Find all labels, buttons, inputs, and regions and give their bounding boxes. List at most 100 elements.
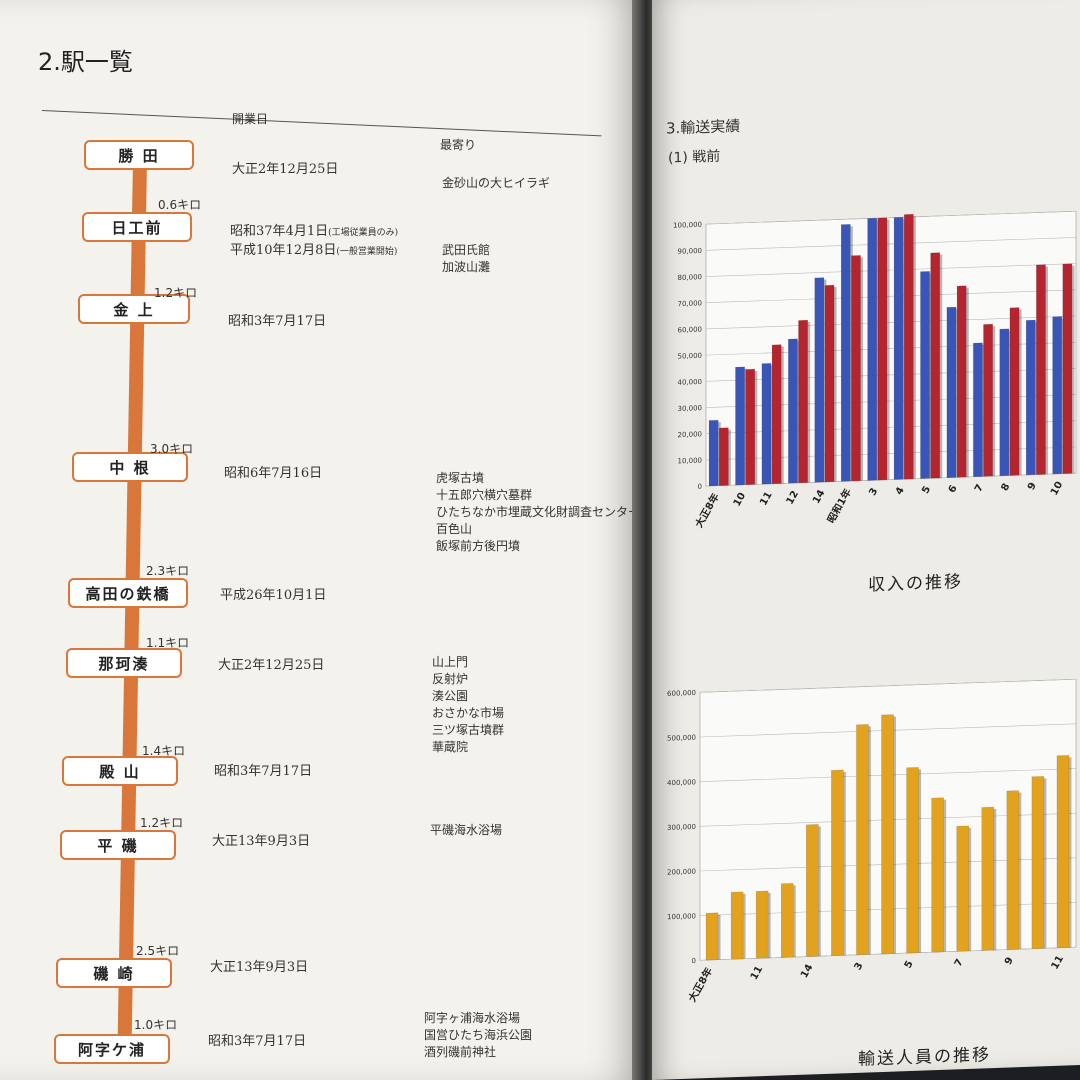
bar: [1036, 264, 1046, 475]
bar: [824, 284, 835, 483]
x-tick-label: 大正8年: [692, 491, 722, 530]
station-nearby-list: 山上門 反射炉 湊公園 おさかな市場 三ツ塚古墳群 華蔵院: [432, 654, 504, 756]
station-open-date: 大正2年12月25日: [218, 654, 324, 673]
bar: [806, 824, 819, 957]
bar-shadow: [834, 287, 837, 482]
bar: [840, 224, 851, 482]
bar-shadow: [1043, 778, 1047, 949]
y-tick-label: 600,000: [667, 689, 696, 698]
x-tick-label: 5: [903, 959, 916, 970]
bar: [930, 252, 941, 479]
station-open-date: 大正13年9月3日: [210, 956, 308, 975]
y-tick-label: 100,000: [673, 221, 702, 230]
bar-shadow: [993, 809, 997, 951]
bar-shadow: [818, 826, 821, 957]
bar: [956, 825, 969, 952]
nearby-item: 酒列磯前神社: [424, 1045, 497, 1059]
nearby-item: 虎塚古墳: [436, 471, 485, 485]
open-date-text: 大正2年12月25日: [232, 162, 339, 177]
y-tick-label: 70,000: [678, 299, 702, 308]
bar: [856, 724, 869, 956]
bar: [920, 271, 930, 479]
bar: [705, 912, 719, 961]
y-tick-label: 200,000: [667, 868, 696, 877]
bar: [788, 338, 798, 484]
section-title: 2.駅一覧: [38, 48, 133, 76]
open-date-text: 平成26年10月1日: [220, 588, 327, 603]
station-name: 殿 山: [62, 756, 178, 786]
open-date-text: 大正2年12月25日: [218, 658, 325, 673]
y-tick-label: 90,000: [678, 247, 702, 256]
x-tick-label: 3: [867, 486, 880, 497]
bar-shadow: [992, 326, 996, 477]
gridline: [706, 263, 1076, 277]
bar: [780, 883, 794, 958]
open-date-text: 昭和37年4月1日: [230, 224, 329, 239]
open-date-text: 昭和3年7月17日: [208, 1034, 307, 1049]
passenger-chart-svg: 0 100,000 200,000 300,000 400,000 500,000 600,…: [667, 678, 1077, 1004]
bar: [946, 306, 957, 478]
station-open-date: 大正13年9月3日: [212, 830, 310, 849]
station-distance: 1.0キロ: [134, 1018, 178, 1032]
nearby-item: 湊公園: [432, 689, 469, 703]
header-open-date: 開業日: [232, 112, 269, 126]
x-tick-label: 12: [785, 489, 802, 506]
y-tick-label: 30,000: [678, 404, 702, 413]
bar: [708, 419, 719, 487]
nearby-item: 金砂山の大ヒイラギ: [442, 176, 551, 190]
station-name: 中 根: [72, 452, 188, 482]
left-page: 2.駅一覧 開業日 最寄り 勝 田大正2年12月25日 金砂山の大ヒイラギ 日工前 0…: [0, 0, 640, 1080]
x-tick-label: 14: [799, 963, 816, 980]
bar: [881, 714, 894, 955]
y-tick-label: 300,000: [667, 823, 696, 832]
bar-shadow: [966, 287, 969, 478]
bar-shadow: [1071, 265, 1075, 474]
station-distance: 2.5キロ: [136, 944, 180, 958]
nearby-item: 飯塚前方後円墳: [436, 539, 521, 553]
station-distance: 1.2キロ: [140, 816, 184, 830]
station-name: 勝 田: [84, 140, 194, 170]
station-open-date: 昭和6年7月16日: [224, 462, 322, 481]
station-open-date: 昭和37年4月1日(工場従業員のみ) 平成10年12月8日(一般営業開始): [230, 220, 398, 258]
bar-shadow: [843, 771, 846, 956]
x-tick-label: 14: [811, 488, 828, 505]
x-tick-label: 7: [953, 957, 966, 968]
open-date-note-2: (一般営業開始): [336, 247, 398, 257]
bar-shadow: [1019, 309, 1022, 476]
x-tick-label: 11: [758, 490, 775, 507]
bar: [903, 213, 914, 480]
station-nearby-list: 阿字ヶ浦海水浴場 国営ひたち海浜公園 酒列磯前神社: [424, 1010, 532, 1061]
station-open-date: 昭和3年7月17日: [208, 1030, 306, 1049]
bar-shadow: [886, 219, 890, 480]
bar: [1052, 316, 1063, 475]
station-open-date: 大正2年12月25日: [232, 158, 338, 177]
bar-shadow: [943, 799, 947, 952]
station-name: 高田の鉄橋: [68, 578, 188, 608]
bar: [931, 797, 944, 953]
bar: [906, 767, 919, 954]
bar-shadow: [728, 429, 731, 486]
station-name: 金 上: [78, 294, 190, 324]
gridline: [706, 289, 1076, 304]
bar: [893, 216, 904, 480]
header-nearby: 最寄り: [440, 138, 477, 152]
nearby-item: 阿字ヶ浦海水浴場: [424, 1011, 521, 1025]
nearby-item: おさかな市場: [432, 706, 505, 720]
bar-shadow: [718, 914, 721, 960]
station-name: 日工前: [82, 212, 192, 242]
bar: [755, 890, 769, 959]
station-name: 磯 崎: [56, 958, 172, 988]
x-tick-label: 3: [853, 961, 866, 972]
nearby-item: 百色山: [436, 522, 473, 536]
nearby-item: 山上門: [432, 655, 469, 669]
bar-shadow: [793, 885, 796, 958]
station-nearby-list: 虎塚古墳 十五郎穴横穴墓群 ひたちなか市埋蔵文化財調査センター 百色山 飯塚前方後円墳: [436, 470, 640, 555]
bar-shadow: [868, 726, 871, 955]
station-nearby-list: 金砂山の大ヒイラギ: [442, 175, 550, 192]
station-distance: 3.0キロ: [150, 442, 194, 456]
x-tick-label: 8: [1000, 482, 1013, 493]
bar: [1006, 790, 1020, 950]
x-tick-label: 4: [894, 485, 907, 496]
nearby-item: 華蔵院: [432, 740, 469, 754]
subsection-title: (1) 戦前: [668, 148, 721, 167]
